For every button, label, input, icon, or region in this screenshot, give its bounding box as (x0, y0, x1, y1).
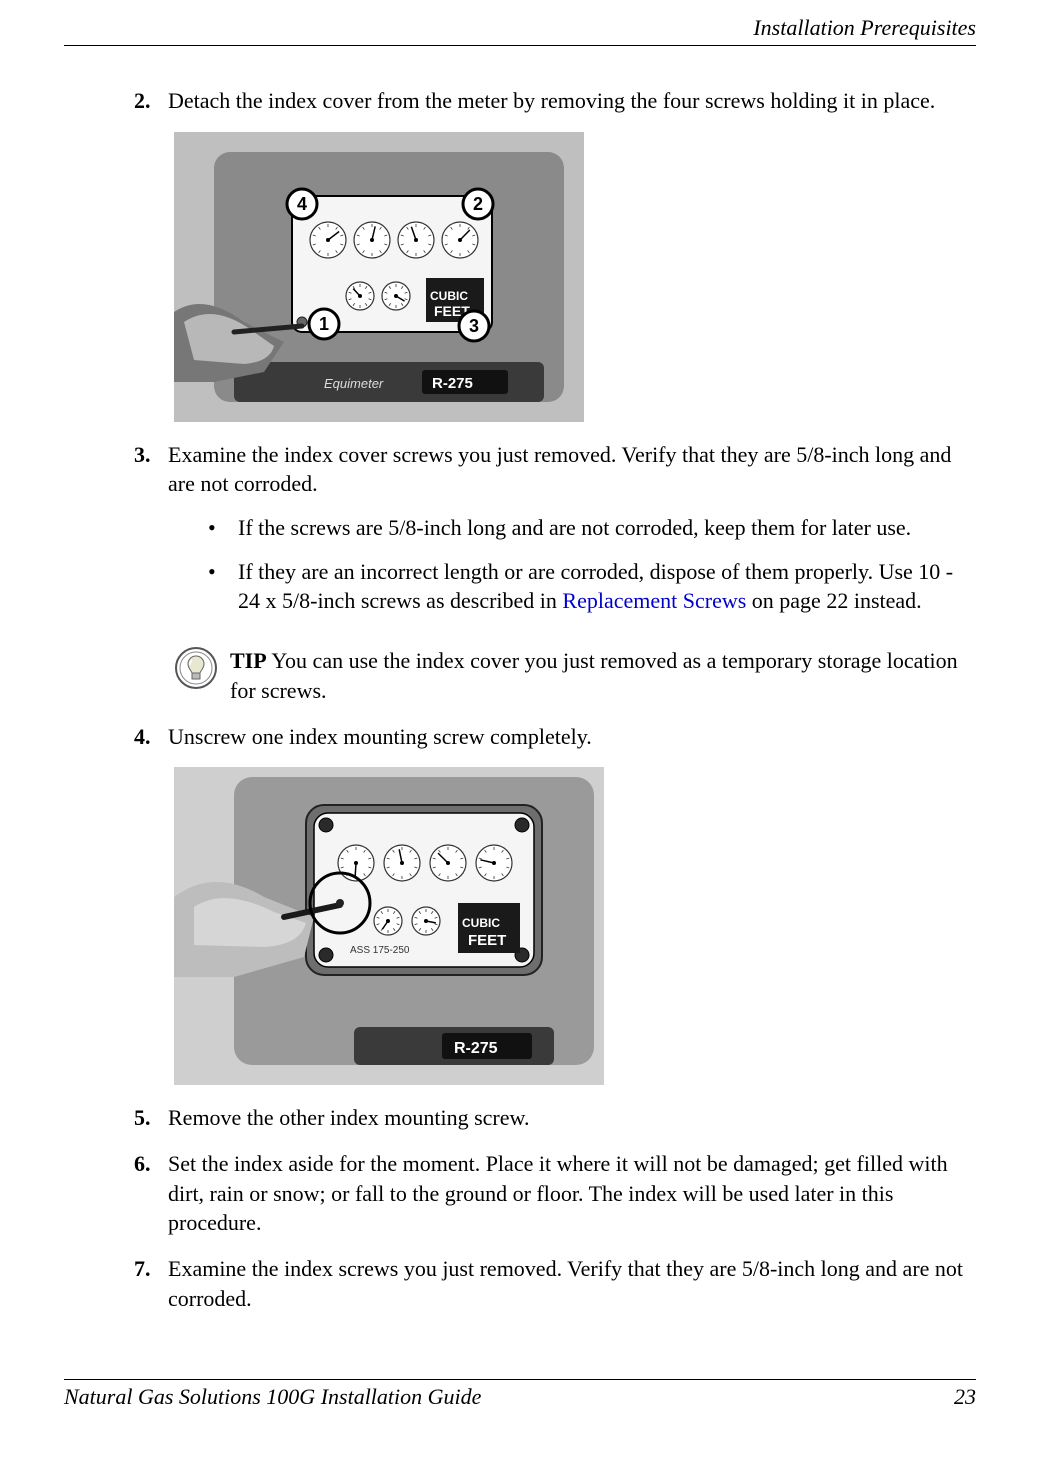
bullet-dot-icon: • (208, 557, 238, 616)
svg-text:3: 3 (469, 316, 479, 336)
step-6: 6. Set the index aside for the moment. P… (134, 1149, 976, 1238)
header-section-title: Installation Prerequisites (753, 15, 976, 41)
svg-text:2: 2 (473, 194, 483, 214)
step-text: Unscrew one index mounting screw complet… (168, 722, 976, 752)
step-5: 5. Remove the other index mounting screw… (134, 1103, 976, 1133)
step-number: 3. (134, 440, 168, 630)
svg-text:FEET: FEET (468, 932, 506, 949)
tip-text: You can use the index cover you just rem… (230, 648, 958, 703)
step-2: 2. Detach the index cover from the meter… (134, 86, 976, 116)
step-4: 4. Unscrew one index mounting screw comp… (134, 722, 976, 752)
page-header: Installation Prerequisites (64, 6, 976, 46)
svg-text:4: 4 (297, 194, 307, 214)
svg-text:R-275: R-275 (432, 375, 473, 392)
svg-text:CUBIC: CUBIC (462, 916, 500, 930)
bullet-item: • If the screws are 5/8-inch long and ar… (208, 513, 976, 543)
svg-text:Equimeter: Equimeter (324, 376, 384, 391)
tip-callout: TIP You can use the index cover you just… (174, 646, 976, 705)
footer-page-number: 23 (954, 1384, 976, 1410)
step-3-text: Examine the index cover screws you just … (168, 442, 951, 497)
step-number: 4. (134, 722, 168, 752)
step-number: 6. (134, 1149, 168, 1238)
step-text: Detach the index cover from the meter by… (168, 86, 976, 116)
bullet-text-after: on page 22 instead. (746, 588, 921, 613)
page-content: 2. Detach the index cover from the meter… (64, 46, 976, 1313)
bullet-text: If the screws are 5/8-inch long and are … (238, 513, 911, 543)
step-number: 7. (134, 1254, 168, 1313)
bullet-item: • If they are an incorrect length or are… (208, 557, 976, 616)
svg-text:R-275: R-275 (454, 1040, 498, 1057)
step-text: Set the index aside for the moment. Plac… (168, 1149, 976, 1238)
figure-detach-cover: EquimeterR-275CUBICFEET4213 (174, 132, 976, 422)
figure-1-svg: EquimeterR-275CUBICFEET4213 (174, 132, 584, 422)
figure-unscrew-mounting: R-275 CUBIC FEET ASS 175-250 (174, 767, 976, 1085)
bullet-dot-icon: • (208, 513, 238, 543)
page: Installation Prerequisites 2. Detach the… (0, 6, 1040, 1466)
step-text: Examine the index screws you just remove… (168, 1254, 976, 1313)
figure-2-svg: R-275 CUBIC FEET ASS 175-250 (174, 767, 604, 1085)
step-7: 7. Examine the index screws you just rem… (134, 1254, 976, 1313)
step-3: 3. Examine the index cover screws you ju… (134, 440, 976, 630)
page-footer: Natural Gas Solutions 100G Installation … (64, 1379, 976, 1410)
step-text: Examine the index cover screws you just … (168, 440, 976, 630)
svg-text:ASS 175-250: ASS 175-250 (350, 945, 410, 956)
step-number: 2. (134, 86, 168, 116)
step-number: 5. (134, 1103, 168, 1133)
svg-text:CUBIC: CUBIC (430, 289, 468, 303)
tip-body: TIP You can use the index cover you just… (230, 646, 976, 705)
step-text: Remove the other index mounting screw. (168, 1103, 976, 1133)
step-3-bullets: • If the screws are 5/8-inch long and ar… (168, 513, 976, 616)
bullet-text: If they are an incorrect length or are c… (238, 557, 976, 616)
tip-icon (174, 646, 230, 698)
tip-label: TIP (230, 648, 267, 673)
svg-text:1: 1 (319, 314, 329, 334)
footer-doc-title: Natural Gas Solutions 100G Installation … (64, 1384, 481, 1410)
replacement-screws-link[interactable]: Replacement Screws (562, 588, 746, 613)
